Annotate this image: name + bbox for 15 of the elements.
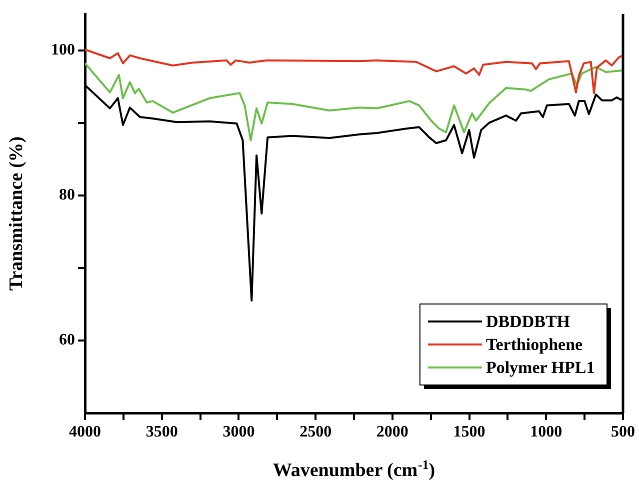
legend-label: DBDDBTH <box>486 312 570 331</box>
y-tick-label: 100 <box>51 41 75 58</box>
x-tick-label: 2000 <box>376 424 408 441</box>
x-tick-label: 1500 <box>453 424 486 441</box>
x-tick-label: 3500 <box>146 424 178 441</box>
y-tick-label: 80 <box>59 186 75 204</box>
y-tick-label: 60 <box>59 332 75 349</box>
x-tick-label: 4000 <box>69 424 101 441</box>
x-tick-label: 2500 <box>300 424 332 441</box>
legend-label: Terthiophene <box>486 334 584 354</box>
x-tick-label: 3000 <box>222 424 255 441</box>
x-tick-label: 500 <box>611 424 635 441</box>
x-tick-label: 1000 <box>530 424 562 441</box>
legend-label: Polymer HPL1 <box>486 358 595 377</box>
y-axis-title: Transmittance (%) <box>6 136 27 291</box>
